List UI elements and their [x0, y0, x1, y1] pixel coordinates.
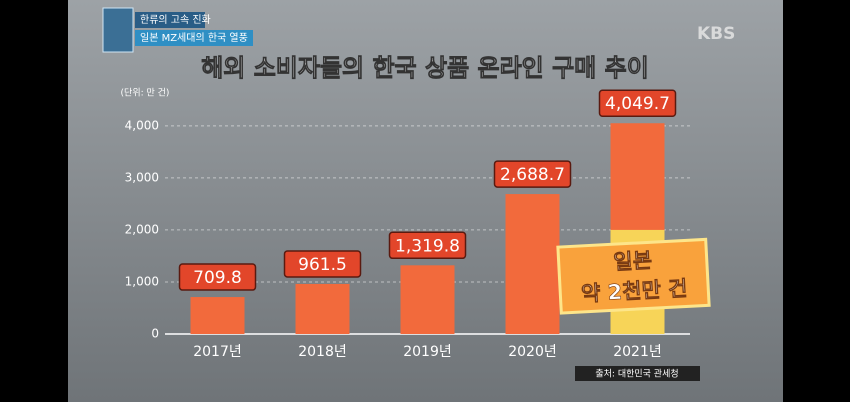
value-label-box: [388, 231, 467, 260]
badge-line1: 한류의 고속 진화: [140, 14, 211, 26]
y-tick-label: 0: [151, 327, 159, 341]
value-label-box: [598, 89, 677, 117]
value-label-box: [283, 250, 362, 278]
y-tick-label: 2,000: [125, 222, 159, 236]
value-label: 709.8: [193, 268, 242, 288]
badge-box: [135, 12, 205, 28]
x-tick-label: 2019년: [403, 344, 452, 360]
chart-title: 해외 소비자들의 한국 상품 온라인 구매 추이: [201, 54, 649, 82]
y-tick-label: 1,000: [125, 274, 159, 288]
value-label: 961.5: [298, 255, 347, 275]
value-label: 2,688.7: [500, 165, 565, 185]
value-label-box: [178, 263, 257, 291]
bar: [400, 265, 455, 334]
y-tick-label: 3,000: [125, 170, 159, 184]
bar: [505, 194, 560, 334]
x-tick-label: 2017년: [193, 344, 242, 360]
value-label: 4,049.7: [605, 94, 670, 114]
value-label: 1,319.8: [395, 236, 460, 256]
badge-icon: [102, 7, 134, 53]
annotation-box: [556, 237, 711, 315]
badge-line2: 일본 MZ세대의 한국 열풍: [140, 32, 248, 44]
logo: KBS: [697, 24, 735, 44]
bar: [295, 283, 350, 334]
unit: (단위: 만 건): [121, 88, 170, 99]
y-tick-label: 4,000: [125, 118, 159, 132]
x-tick-label: 2018년: [298, 344, 347, 360]
annotation-text: 약 2천만 건: [580, 276, 688, 306]
x-tick-label: 2020년: [508, 344, 557, 360]
bar: [190, 297, 245, 334]
source-box: [575, 366, 700, 381]
value-label-box: [493, 160, 572, 188]
x-tick-label: 2021년: [613, 344, 662, 360]
source: 출처: 대한민국 관세청: [595, 368, 678, 380]
badge-box: [135, 30, 253, 46]
annotation-text: 일본: [613, 248, 653, 274]
